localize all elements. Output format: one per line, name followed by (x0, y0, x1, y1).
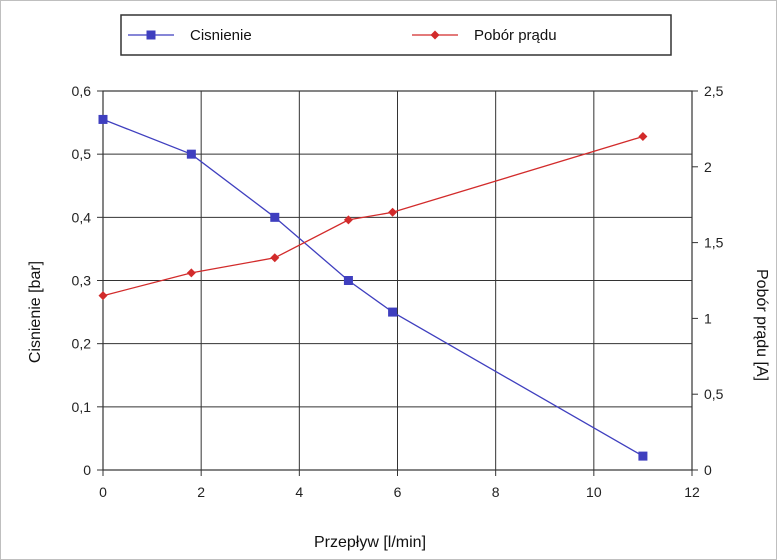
y2-tick-label: 2,5 (704, 83, 724, 99)
series-point (343, 215, 353, 225)
series-point (270, 253, 280, 263)
x-tick-label: 2 (197, 484, 205, 500)
legend-marker (146, 30, 156, 40)
y-tick-label: 0,6 (72, 83, 92, 99)
y-tick-label: 0,1 (72, 399, 92, 415)
y-axis-label: Cisnienie [bar] (27, 261, 44, 363)
x-tick-label: 0 (99, 484, 107, 500)
y-tick-label: 0,5 (72, 146, 92, 162)
series-point (638, 451, 648, 461)
x-tick-label: 12 (684, 484, 700, 500)
series-point (98, 291, 108, 301)
y2-tick-label: 1,5 (704, 235, 724, 251)
series-point (186, 268, 196, 278)
x-axis-label: Przepływ [l/min] (314, 534, 426, 551)
x-tick-label: 4 (295, 484, 303, 500)
legend-label: Pobór prądu (474, 27, 557, 44)
legend-label: Cisnienie (190, 27, 252, 44)
y-tick-label: 0,3 (72, 273, 92, 289)
series-line-0 (102, 118, 644, 457)
series-layer (98, 114, 648, 461)
x-tick-label: 8 (492, 484, 500, 500)
y2-tick-label: 1 (704, 310, 712, 326)
series-point (270, 212, 280, 222)
y2-tick-label: 0,5 (704, 386, 724, 402)
legend: Cisnienie Pobór prądu (128, 27, 557, 44)
series-point (343, 276, 353, 285)
x-tick-label: 10 (586, 484, 602, 500)
y-tick-label: 0,2 (72, 336, 92, 352)
legend-box (120, 14, 672, 56)
y2-axis-label: Pobór prądu [A] (753, 269, 770, 381)
series-line-1 (102, 135, 644, 297)
y2-tick-label: 0 (704, 462, 712, 478)
series-point (186, 149, 196, 159)
y-tick-label: 0,4 (72, 209, 92, 225)
legend-marker (430, 30, 440, 40)
x-tick-label: 6 (394, 484, 402, 500)
series-point (388, 307, 398, 317)
series-point (638, 131, 648, 141)
series-point (98, 114, 108, 124)
y2-tick-label: 2 (704, 159, 712, 175)
series-point (388, 207, 398, 217)
y-tick-label: 0 (83, 462, 91, 478)
plot-frame (102, 90, 693, 471)
